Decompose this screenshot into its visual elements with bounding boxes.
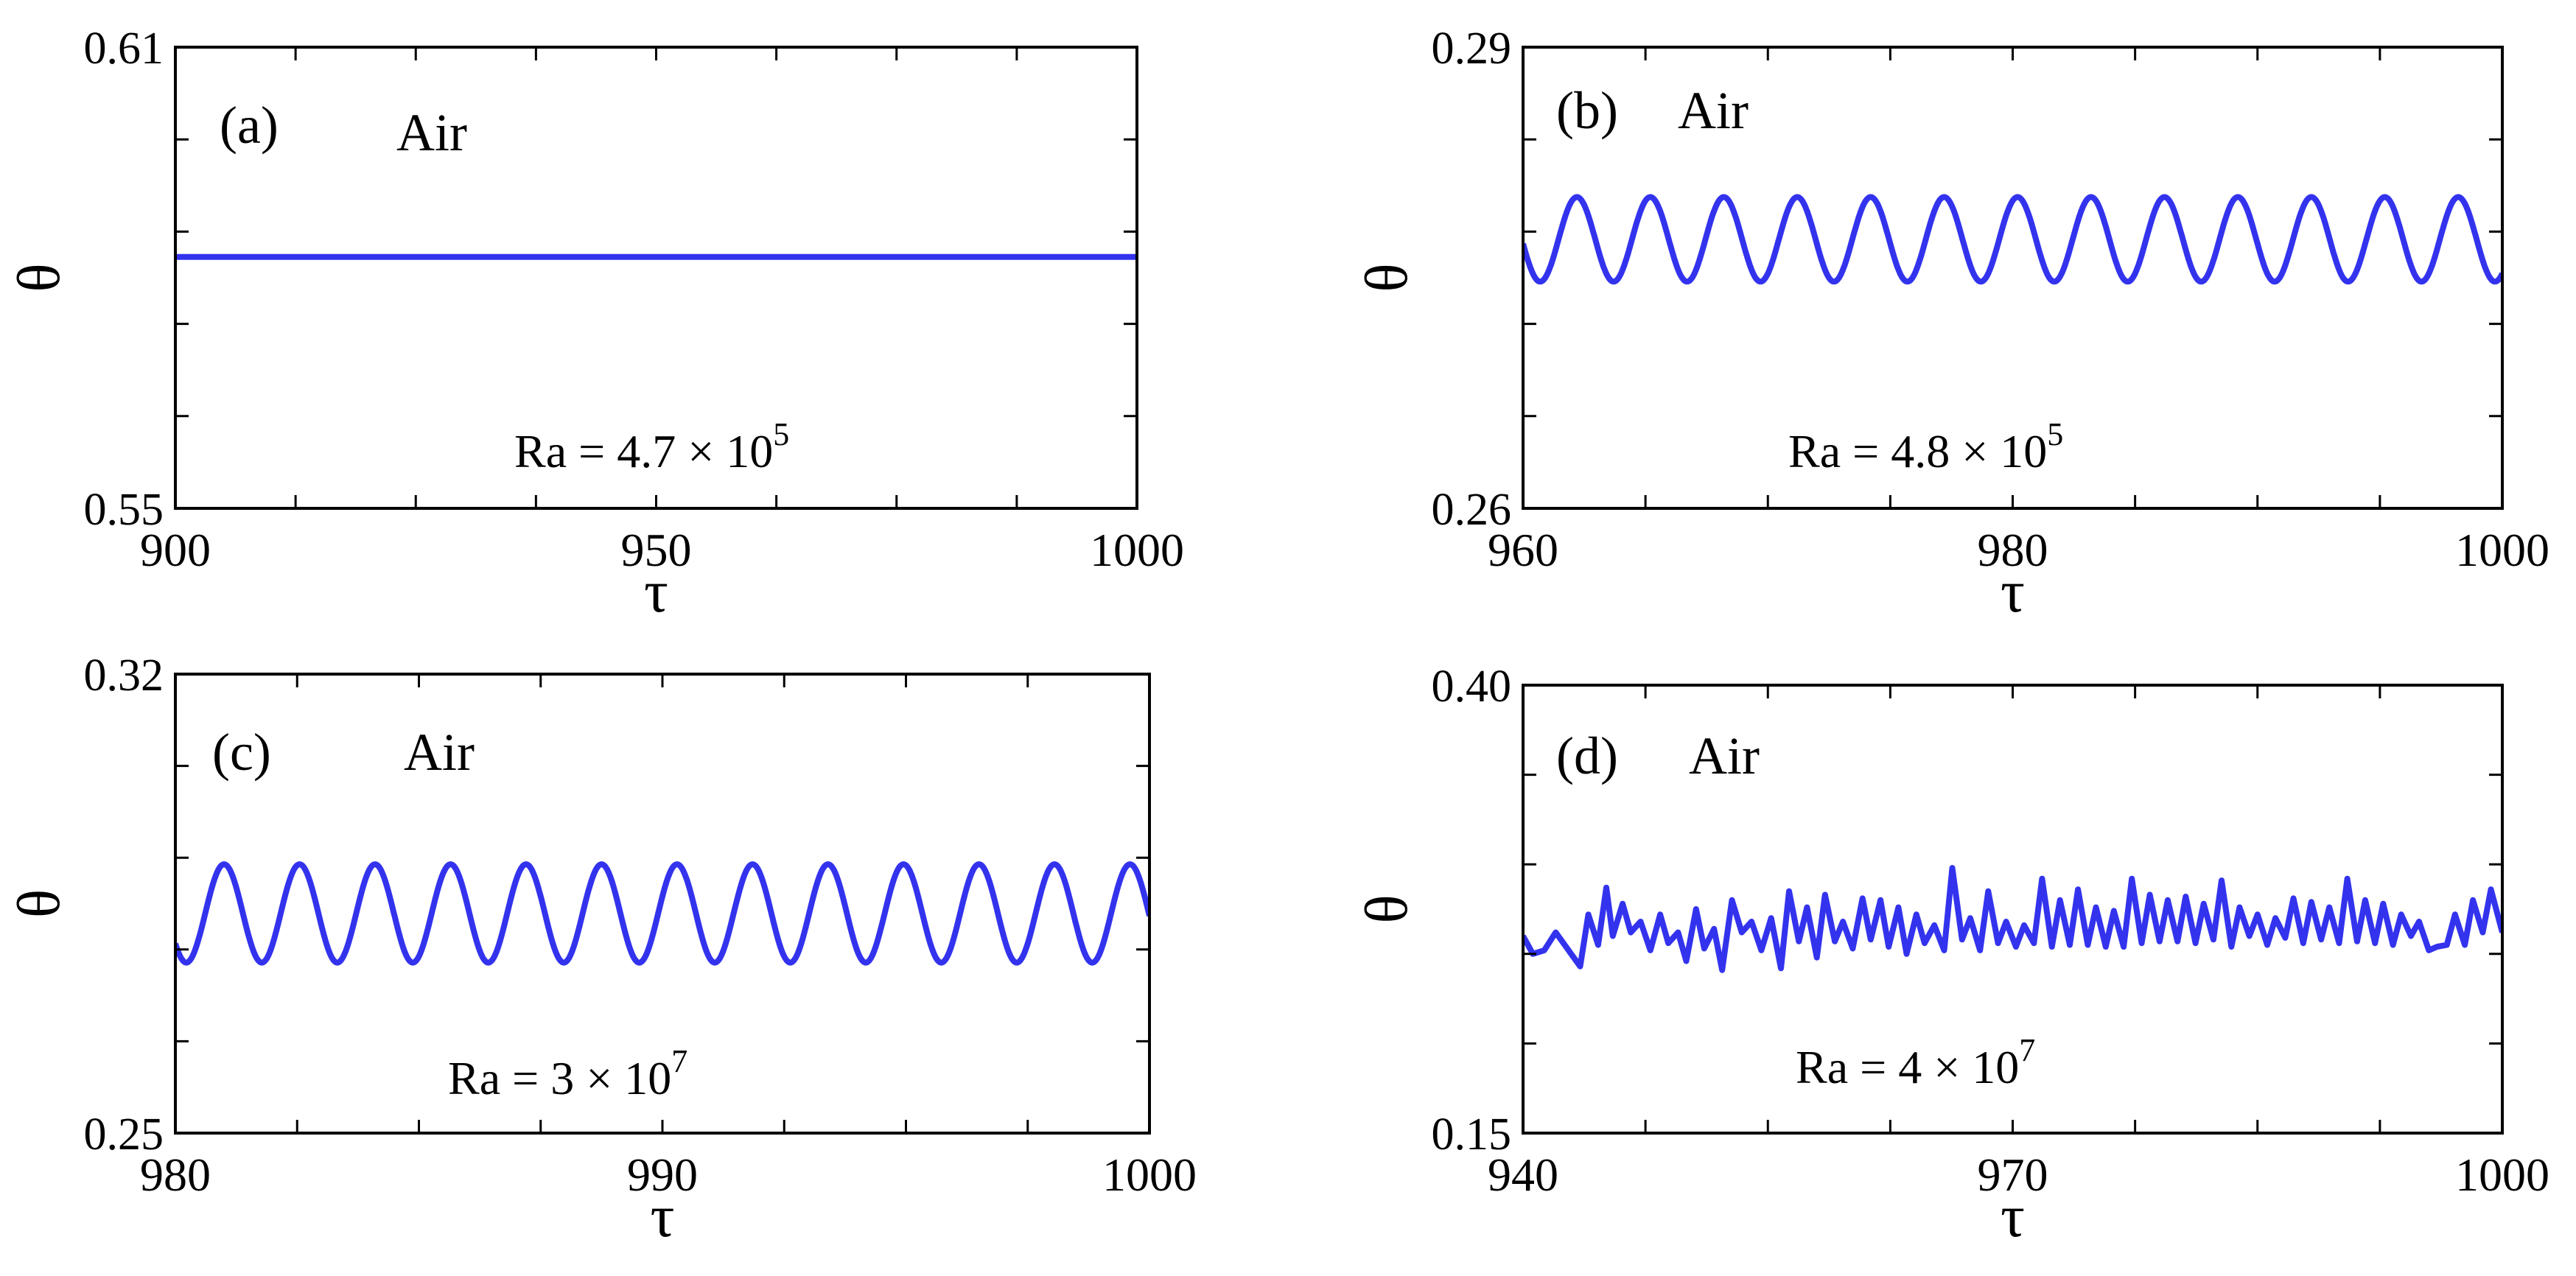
x-axis-label: τ xyxy=(644,558,668,625)
fluid-label: Air xyxy=(404,723,475,782)
data-line xyxy=(175,861,1149,966)
fluid-label: Air xyxy=(1678,81,1749,140)
fluid-label: Air xyxy=(396,103,467,162)
y-tick-label: 0.55 xyxy=(84,485,164,535)
y-tick-label: 0.15 xyxy=(1432,1110,1512,1160)
y-axis-label: θ xyxy=(1353,894,1420,923)
x-tick-label: 960 xyxy=(1488,524,1558,576)
ra-label-exponent: 5 xyxy=(2047,416,2063,452)
x-tick-label: 940 xyxy=(1488,1149,1558,1201)
x-axis-label: τ xyxy=(651,1182,675,1249)
x-tick-label: 980 xyxy=(1978,524,2048,576)
panel-label: (d) xyxy=(1556,726,1618,785)
x-tick-label: 1000 xyxy=(2455,1149,2549,1201)
ra-label-exponent: 5 xyxy=(773,416,789,452)
ra-label: Ra = 4 × 107 xyxy=(1796,1032,2035,1093)
panel-d: 940 970 1000 0.15 0.40 τ θ (d) Air Ra = 4 × 107 xyxy=(1353,662,2549,1249)
x-axis-label: τ xyxy=(2001,1182,2025,1249)
y-tick-label: 0.40 xyxy=(1432,662,1512,712)
y-tick-label: 0.26 xyxy=(1432,485,1512,535)
x-tick-label: 990 xyxy=(627,1149,698,1201)
x-tick-label: 1000 xyxy=(1090,524,1184,576)
fluid-label: Air xyxy=(1689,726,1760,785)
panel-a: 900 950 1000 0.55 0.61 τ θ (a) Air Ra = 4.7 × 105 xyxy=(5,24,1184,625)
data-line xyxy=(1523,865,2502,973)
x-tick-label: 1000 xyxy=(1102,1149,1197,1201)
x-tick-label: 970 xyxy=(1978,1149,2048,1201)
panel-label: (b) xyxy=(1556,81,1618,140)
panel-c: 980 990 1000 0.25 0.32 τ θ (c) Air Ra = 3 × 107 xyxy=(5,651,1197,1249)
x-tick-label: 950 xyxy=(621,524,692,576)
ra-label-base: Ra = 4.8 × 10 xyxy=(1788,425,2047,477)
y-tick-label: 0.32 xyxy=(84,651,164,701)
x-tick-label: 1000 xyxy=(2455,524,2549,576)
panel-b: 960 980 1000 0.26 0.29 τ θ (b) Air Ra = 4.8 × 105 xyxy=(1353,24,2549,625)
ra-label-base: Ra = 4.7 × 10 xyxy=(514,425,773,477)
ra-label-base: Ra = 3 × 10 xyxy=(448,1052,671,1104)
ra-label: Ra = 4.7 × 105 xyxy=(514,416,789,477)
x-axis-label: τ xyxy=(2001,558,2025,625)
panel-label: (c) xyxy=(212,723,271,782)
y-axis-label: θ xyxy=(5,889,72,918)
ra-label-exponent: 7 xyxy=(671,1043,687,1079)
y-tick-label: 0.25 xyxy=(84,1110,164,1160)
y-axis-label: θ xyxy=(5,263,72,292)
x-tick-label: 980 xyxy=(140,1149,211,1201)
x-tick-label: 900 xyxy=(140,524,211,576)
ra-label: Ra = 4.8 × 105 xyxy=(1788,416,2063,477)
panel-label: (a) xyxy=(220,96,279,155)
ra-label: Ra = 3 × 107 xyxy=(448,1043,687,1104)
y-tick-label: 0.61 xyxy=(84,24,164,74)
y-axis-label: θ xyxy=(1353,263,1420,292)
y-tick-label: 0.29 xyxy=(1432,24,1512,74)
ra-label-base: Ra = 4 × 10 xyxy=(1796,1041,2019,1093)
data-line xyxy=(1523,194,2502,285)
ra-label-exponent: 7 xyxy=(2019,1032,2035,1068)
